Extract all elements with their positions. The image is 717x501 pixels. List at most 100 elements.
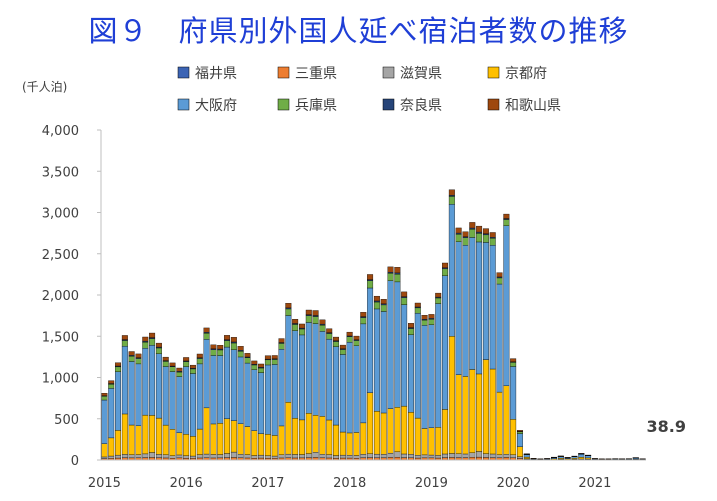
bar-stack-2018-07 bbox=[387, 266, 394, 461]
bar-segment-series-4 bbox=[339, 354, 346, 433]
bar-segment-series-2 bbox=[353, 455, 360, 459]
legend-label: 大阪府 bbox=[195, 98, 237, 114]
bar-segment-series-1 bbox=[135, 457, 142, 460]
bar-segment-series-7 bbox=[121, 335, 128, 340]
bar-segment-series-3 bbox=[108, 437, 115, 457]
chart-title: 図９ 府県別外国人延べ宿泊者数の推移 bbox=[88, 14, 629, 48]
bar-segment-series-5 bbox=[108, 384, 115, 389]
bar-segment-series-2 bbox=[162, 454, 169, 459]
bar-segment-series-4 bbox=[115, 371, 122, 431]
bar-segment-series-3 bbox=[237, 423, 244, 455]
bar-segment-series-4 bbox=[346, 342, 353, 434]
bar-segment-series-3 bbox=[305, 413, 312, 454]
bar-segment-series-5 bbox=[346, 336, 353, 343]
bar-segment-series-5 bbox=[176, 371, 183, 377]
bar-segment-series-2 bbox=[128, 454, 135, 459]
bar-segment-series-3 bbox=[299, 419, 305, 455]
bar-segment-series-4 bbox=[312, 323, 319, 416]
bar-segment-series-2 bbox=[476, 451, 483, 458]
bar-segment-series-5 bbox=[517, 431, 523, 434]
bar-segment-series-3 bbox=[326, 419, 333, 455]
bar-segment-series-2 bbox=[414, 455, 421, 459]
bar-segment-series-1 bbox=[319, 457, 326, 460]
bar-segment-series-4 bbox=[217, 355, 224, 424]
bar-segment-series-5 bbox=[489, 238, 496, 246]
bar-segment-series-1 bbox=[387, 457, 394, 460]
legend-swatch bbox=[382, 66, 395, 79]
bar-segment-series-1 bbox=[203, 457, 210, 460]
bar-segment-series-4 bbox=[162, 366, 169, 426]
y-tick-label: 0 bbox=[71, 454, 79, 469]
bar-segment-series-2 bbox=[401, 453, 408, 458]
bar-segment-series-7 bbox=[128, 351, 135, 356]
bar-segment-series-3 bbox=[244, 426, 251, 455]
legend-item-5: 兵庫県 bbox=[277, 97, 337, 114]
bar-segment-series-3 bbox=[387, 408, 394, 454]
bar-segment-series-2 bbox=[251, 455, 258, 459]
bar-segment-series-2 bbox=[428, 454, 435, 459]
bar-segment-series-7 bbox=[394, 267, 401, 274]
bar-segment-series-4 bbox=[135, 363, 142, 426]
bar-segment-series-3 bbox=[271, 435, 278, 457]
bar-segment-series-5 bbox=[305, 315, 312, 323]
legend-item-3: 京都府 bbox=[487, 66, 547, 82]
legend-item-0: 福井県 bbox=[177, 66, 237, 82]
bar-stack-2015-01 bbox=[101, 393, 108, 461]
bar-segment-series-7 bbox=[135, 353, 142, 358]
bar-segment-series-4 bbox=[482, 242, 489, 360]
bar-segment-series-2 bbox=[482, 453, 489, 458]
bar-segment-series-7 bbox=[251, 360, 258, 365]
bar-segment-series-2 bbox=[115, 454, 122, 459]
bar-segment-series-5 bbox=[230, 342, 237, 350]
bar-segment-series-6 bbox=[394, 272, 401, 275]
bar-stack-2015-09 bbox=[155, 342, 162, 461]
bar-segment-series-5 bbox=[482, 234, 489, 243]
bar-segment-series-4 bbox=[442, 275, 449, 410]
bar-stack-2017-03 bbox=[278, 338, 285, 461]
bar-segment-series-4 bbox=[251, 369, 258, 431]
bar-stack-2017-08 bbox=[312, 310, 319, 461]
bar-segment-series-4 bbox=[285, 315, 292, 403]
bar-segment-series-5 bbox=[387, 273, 394, 281]
bar-segment-series-1 bbox=[128, 457, 135, 460]
bar-segment-series-5 bbox=[353, 340, 360, 346]
bar-segment-series-5 bbox=[319, 324, 326, 332]
bar-segment-series-3 bbox=[285, 401, 292, 455]
bar-segment-series-4 bbox=[121, 346, 128, 415]
bar-segment-series-3 bbox=[455, 374, 462, 454]
bar-segment-series-5 bbox=[510, 362, 517, 367]
bar-segment-series-7 bbox=[326, 328, 333, 333]
bar-segment-series-7 bbox=[258, 363, 265, 368]
bar-stack-2019-03 bbox=[442, 262, 449, 461]
bar-segment-series-4 bbox=[176, 376, 183, 433]
legend-label: 京都府 bbox=[505, 66, 547, 82]
bar-segment-series-2 bbox=[264, 455, 271, 459]
bar-segment-series-3 bbox=[190, 436, 196, 457]
bar-segment-series-7 bbox=[428, 314, 435, 319]
bar-segment-series-7 bbox=[155, 342, 162, 348]
bar-segment-series-3 bbox=[373, 411, 380, 455]
bar-stack-2017-11 bbox=[333, 336, 340, 461]
bar-segment-series-2 bbox=[292, 454, 299, 459]
legend-item-2: 滋賀県 bbox=[382, 66, 442, 82]
bar-segment-series-4 bbox=[230, 349, 237, 421]
bar-stack-2015-03 bbox=[115, 362, 122, 461]
bar-segment-series-7 bbox=[169, 362, 176, 367]
bar-segment-series-5 bbox=[149, 338, 156, 346]
bar-stack-2015-12 bbox=[176, 367, 183, 461]
bar-segment-series-5 bbox=[428, 319, 435, 325]
bar-segment-series-1 bbox=[121, 457, 128, 460]
bar-stack-2015-05 bbox=[128, 351, 135, 461]
bar-stack-2018-05 bbox=[373, 295, 380, 461]
bar-stack-2015-04 bbox=[121, 335, 128, 461]
bar-segment-series-3 bbox=[482, 359, 489, 454]
bar-segment-series-7 bbox=[435, 292, 442, 298]
legend-label: 滋賀県 bbox=[400, 66, 442, 82]
bar-segment-series-1 bbox=[326, 457, 333, 460]
bar-stack-2016-08 bbox=[230, 337, 237, 461]
legend-item-6: 奈良県 bbox=[382, 98, 442, 114]
y-tick-label: 2,500 bbox=[42, 248, 79, 263]
bar-segment-series-5 bbox=[442, 268, 449, 276]
bar-segment-series-5 bbox=[421, 319, 428, 326]
bar-segment-series-2 bbox=[380, 454, 387, 458]
